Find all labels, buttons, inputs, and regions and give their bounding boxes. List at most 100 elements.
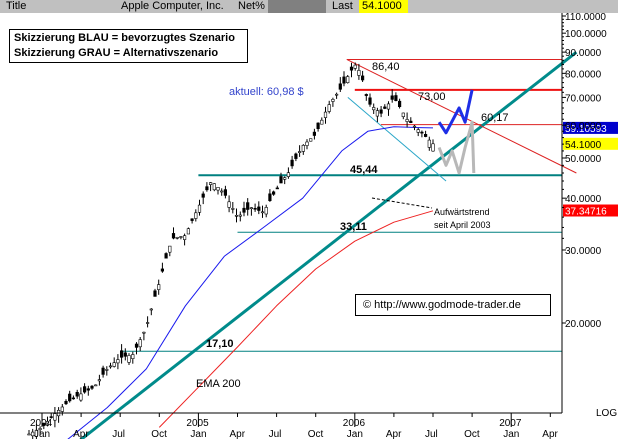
candle-body: [71, 397, 75, 400]
candle-body: [253, 208, 257, 210]
y-tick-label: 90.0000: [565, 48, 602, 59]
candle-body: [112, 362, 116, 367]
blue-scenario-sketch: [437, 89, 474, 135]
candle-body: [227, 201, 231, 208]
candle-body: [416, 129, 420, 133]
candle-body: [394, 95, 398, 101]
axes: 110.0000 100.0000 90.0000 80.0000 70.0000 60.…: [0, 12, 617, 439]
candle-body: [401, 112, 405, 118]
price-badge-bg: [563, 121, 618, 134]
y-tick-label: 110.0000: [565, 12, 606, 23]
candle-body: [134, 343, 139, 348]
x-month-label: Apr: [542, 429, 558, 439]
candle-body: [431, 143, 435, 152]
ema-200-label: EMA 200: [196, 378, 241, 390]
copyright-link[interactable]: © http://www.godmode-trader.de: [355, 294, 551, 316]
candle-body: [105, 369, 109, 371]
level-label-res-60: 60,17: [481, 112, 509, 124]
candle-body: [246, 202, 250, 210]
candle-body: [205, 186, 209, 191]
header-last-box: [359, 0, 408, 13]
header-last-value: 54.1000: [362, 0, 402, 12]
candle-body: [157, 284, 161, 290]
header-netpct-box: [268, 0, 326, 13]
candle-body: [190, 218, 194, 221]
header-last-label: Last: [332, 0, 353, 12]
price-badge-bg: [563, 137, 618, 150]
x-month-label: Jan: [503, 429, 519, 439]
candle-body: [183, 235, 187, 240]
candle-body: [383, 106, 387, 109]
candle-body: [27, 433, 31, 436]
candle-body: [305, 141, 309, 146]
ema-200-line: [158, 210, 434, 428]
legend-blue-line: Skizzierung BLAU = bevorzugtes Szenario: [14, 32, 235, 44]
candlesticks: [27, 62, 435, 439]
y-tick-label: 40.0000: [565, 194, 602, 205]
candle-body: [38, 428, 42, 430]
scenario-sketches: [437, 89, 476, 175]
y-tick-label: 50.0000: [565, 154, 602, 165]
legend-gray-line: Skizzierung GRAU = Alternativszenario: [14, 47, 219, 59]
uptrend-line: [79, 50, 578, 439]
y-tick-label: 80.0000: [565, 69, 602, 80]
x-month-label: Apr: [230, 429, 246, 439]
candle-body: [171, 233, 176, 239]
channel-line: [347, 97, 447, 182]
candle-body: [327, 104, 331, 112]
scenario-legend: Skizzierung BLAU = bevorzugtes Szenario …: [9, 29, 248, 63]
level-label-res-86: 86,40: [372, 61, 400, 73]
y-tick-label: 20.0000: [565, 319, 602, 330]
candle-body: [34, 429, 38, 437]
candle-body: [90, 385, 94, 389]
candle-body: [146, 322, 150, 324]
candle-body: [249, 207, 254, 209]
candle-body: [423, 134, 428, 137]
candle-body: [108, 365, 113, 368]
candle-body: [349, 66, 354, 71]
candle-body: [175, 237, 179, 239]
candle-body: [320, 119, 324, 125]
candle-body: [386, 103, 391, 110]
candle-body: [127, 355, 131, 363]
candle-body: [283, 177, 287, 180]
candle-body: [49, 416, 53, 418]
x-month-label: Jan: [34, 429, 50, 439]
x-month-label: Jan: [190, 429, 206, 439]
candle-body: [286, 172, 291, 177]
header-netpct-label: Net%: [238, 0, 265, 12]
trend-lines: [79, 50, 578, 439]
candle-body: [312, 131, 317, 136]
candle-body: [360, 75, 365, 81]
candle-body: [231, 208, 235, 210]
candle-body: [405, 119, 409, 122]
candle-body: [160, 268, 165, 272]
price-badge-label: 37.34716: [565, 207, 607, 218]
candle-body: [260, 211, 265, 214]
x-month-label: Jul: [112, 429, 125, 439]
candle-body: [323, 111, 328, 118]
candle-body: [116, 359, 120, 364]
candle-body: [201, 193, 205, 198]
candle-body: [120, 350, 124, 358]
candle-body: [234, 215, 239, 217]
candle-body: [131, 354, 135, 359]
candle-body: [164, 253, 168, 259]
candle-body: [297, 151, 302, 154]
candle-body: [379, 109, 383, 114]
y-tick-label: 60.0000: [565, 121, 602, 132]
price-badge-label: 54.1000: [565, 140, 602, 151]
candle-body: [338, 83, 342, 90]
candle-body: [364, 94, 368, 96]
moving-averages: [67, 126, 434, 439]
x-month-label: Jul: [425, 429, 438, 439]
current-price-label: aktuell: 60,98 $: [229, 86, 304, 98]
candle-body: [60, 406, 64, 412]
candle-body: [179, 236, 183, 238]
candle-body: [45, 421, 50, 426]
header-instrument: Apple Computer, Inc.: [121, 0, 224, 12]
x-year-label: 2006: [343, 418, 366, 429]
candle-body: [316, 122, 320, 129]
candle-body: [97, 379, 101, 382]
